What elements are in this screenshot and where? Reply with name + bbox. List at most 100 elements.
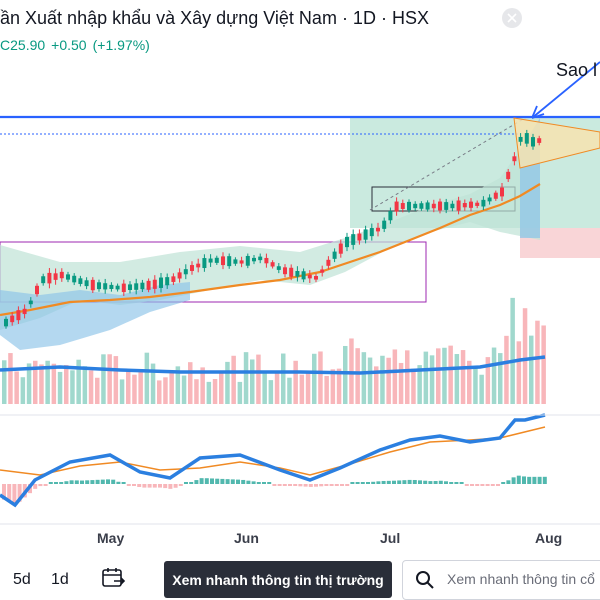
volume-bar [355,348,360,404]
volume-bar [219,372,224,404]
price-chart[interactable] [0,0,600,556]
volume-bar [386,357,391,404]
candle-body [444,202,449,210]
candle-body [16,310,21,321]
close-button[interactable] [502,8,522,28]
macd-line [0,413,546,508]
volume-bar [57,371,63,404]
candle-body [103,283,108,290]
macd-histogram-bar [381,480,386,484]
volume-bar [101,354,106,404]
macd-histogram-bar [402,480,407,484]
candle-body [245,255,250,266]
macd-histogram-bar [428,481,433,484]
volume-bar [498,353,503,404]
macd-histogram-bar [210,478,214,484]
quick-view-market-button[interactable]: Xem nhanh thông tin thị trường [164,561,392,598]
candle-body [4,318,8,327]
candle-body [388,211,393,221]
macd-histogram-bar [511,477,516,484]
candle-body [134,283,139,290]
candle-body [351,234,356,245]
volume-bar [305,370,311,404]
candle-body [506,171,511,180]
macd-histogram-bar [386,480,391,484]
macd-histogram-bar [319,484,324,487]
volume-bar [8,353,13,404]
candle-body [537,138,542,143]
candle-body [152,279,157,289]
candle-body [190,265,194,271]
volume-bar [119,379,125,404]
candle-body [35,285,39,295]
macd-histogram-bar [204,478,209,484]
macd-histogram-bar [12,484,17,504]
volume-bar [194,379,199,404]
candle-body [84,280,89,287]
volume-bar [82,366,88,404]
macd-histogram-bar [345,484,350,486]
volume-bar [132,374,137,404]
macd-histogram-bar [438,480,443,484]
annotation-arrow-head [531,105,545,119]
volume-bar [225,361,230,404]
macd-histogram-bar [303,484,308,487]
volume-bar [268,380,274,404]
trend-dashed-line [369,117,526,211]
macd-histogram-bar [470,484,474,486]
volume-bar [243,352,249,404]
macd-histogram-bar [324,484,329,486]
candle-body [28,300,33,305]
last-price: 25.90 [10,37,46,53]
bollinger-lower-fill [0,282,190,350]
volume-bar [150,363,156,404]
volume-bar [175,366,181,404]
volume-bar [188,362,193,404]
macd-histogram-bar [80,480,84,484]
annotation-text: Sao l [556,60,598,80]
macd-histogram-bar [537,476,542,484]
volume-bar [423,351,429,404]
macd-histogram-bar [527,476,532,484]
search-icon [416,571,434,589]
candle-body [524,133,529,144]
macd-histogram-bar [376,481,381,484]
macd-histogram-bar [314,484,318,487]
candle-body [53,273,58,280]
macd-histogram-bar [38,484,43,487]
macd-histogram-bar [59,482,64,484]
calendar-range-icon[interactable] [100,566,126,590]
macd-histogram-bar [262,482,266,484]
candle-body [413,203,418,209]
candle-body [487,197,492,202]
volume-bar [212,379,218,404]
timeframe-5d-button[interactable]: 5d [13,571,31,588]
candle-body [345,236,349,248]
candle-body [512,156,517,162]
macd-histogram-bar [475,484,480,486]
candle-body [270,262,275,267]
candle-body [221,256,225,266]
search-input[interactable]: Xem nhanh thông tin cổ [402,560,600,600]
volume-bar [299,374,305,404]
candle-body [493,192,498,199]
volume-bar [454,354,460,404]
volume-bar [181,375,187,404]
macd-histogram-bar [95,479,100,484]
volume-bar [367,357,373,404]
candle-body [283,267,287,275]
macd-histogram-bar [542,476,547,484]
volume-bar [516,341,522,404]
x-axis-label-jun: Jun [234,530,259,546]
candle-body [332,251,337,259]
macd-histogram-bar [90,480,95,484]
volume-bar [14,371,19,404]
volume-bar [169,372,174,404]
volume-bar [460,350,466,404]
timeframe-1d-button[interactable]: 1d [51,571,69,588]
projection-triangle [513,117,600,169]
candle-body [425,202,430,210]
macd-histogram-bar [69,480,74,484]
macd-histogram-bar [147,484,152,488]
symbol-title: ần Xuất nhập khẩu và Xây dựng Việt Nam ·… [0,8,429,28]
